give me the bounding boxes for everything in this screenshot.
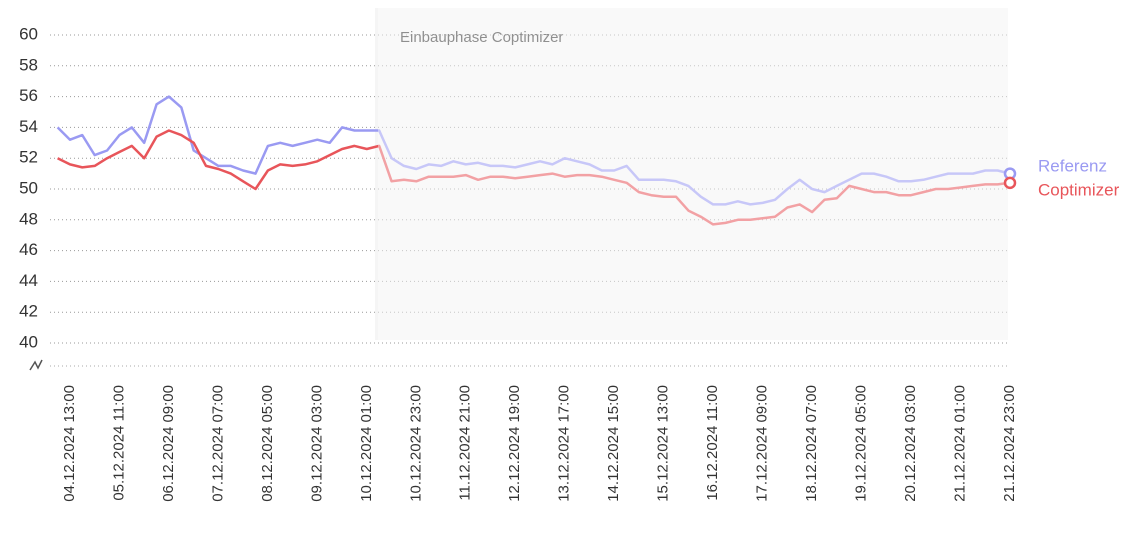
- y-tick-label: 56: [19, 86, 38, 105]
- x-tick-label: 20.12.2024 03:00: [902, 385, 919, 502]
- x-tick-label: 16.12.2024 11:00: [704, 385, 721, 501]
- annotation: Einbauphase Coptimizer: [400, 29, 563, 46]
- y-tick-label: 60: [19, 24, 38, 43]
- series-line: [56, 95, 1011, 206]
- x-tick-label: 10.12.2024 01:00: [358, 385, 375, 502]
- x-tick-label: 21.12.2024 23:00: [1001, 385, 1018, 502]
- x-tick-label: 12.12.2024 19:00: [506, 385, 523, 502]
- end-marker: [1003, 176, 1017, 190]
- x-tick-label: 09.12.2024 03:00: [308, 385, 325, 502]
- x-tick-label: 11.12.2024 21:00: [457, 385, 474, 501]
- x-tick-label: 04.12.2024 13:00: [61, 385, 78, 502]
- x-tick-label: 08.12.2024 05:00: [259, 385, 276, 502]
- y-tick-label: 54: [19, 117, 38, 136]
- y-tick-label: 46: [19, 240, 38, 259]
- fade-overlay: [378, 8, 1010, 340]
- x-tick-label: 17.12.2024 09:00: [754, 385, 771, 502]
- y-tick-label: 44: [19, 271, 38, 290]
- x-tick-label: 19.12.2024 05:00: [853, 385, 870, 502]
- y-tick-label: 48: [19, 209, 38, 228]
- legend-label: Coptimizer: [1038, 180, 1120, 199]
- x-tick-label: 14.12.2024 15:00: [605, 385, 622, 502]
- x-tick-label: 10.12.2024 23:00: [407, 385, 424, 502]
- legend-label: Referenz: [1038, 156, 1107, 175]
- y-tick-label: 40: [19, 332, 38, 351]
- x-tick-label: 06.12.2024 09:00: [160, 385, 177, 502]
- x-tick-label: 21.12.2024 01:00: [951, 385, 968, 502]
- x-tick-label: 13.12.2024 17:00: [556, 385, 573, 502]
- x-tick-label: 05.12.2024 11:00: [110, 385, 127, 501]
- x-tick-label: 15.12.2024 13:00: [655, 385, 672, 502]
- install-phase-region: [375, 8, 1008, 340]
- y-tick-label: 42: [19, 302, 38, 321]
- x-tick-label: 07.12.2024 07:00: [209, 385, 226, 502]
- axis-break: [29, 359, 43, 371]
- y-tick-label: 50: [19, 178, 38, 197]
- series-line: [57, 129, 1011, 226]
- y-tick-label: 58: [19, 55, 38, 74]
- y-tick-label: 52: [19, 148, 38, 167]
- x-tick-label: 18.12.2024 07:00: [803, 385, 820, 502]
